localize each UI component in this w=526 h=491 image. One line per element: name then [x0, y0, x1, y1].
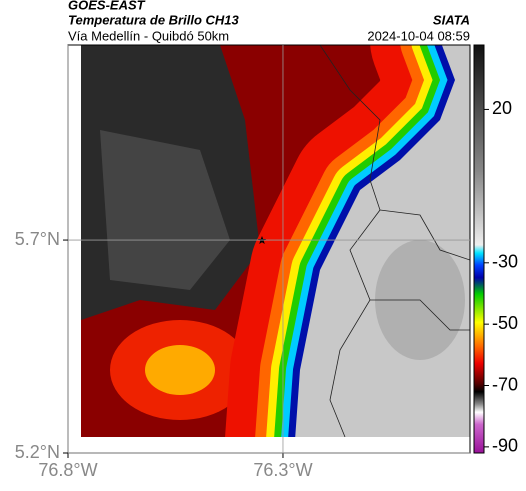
x-tick-label: 76.8°W [38, 460, 97, 480]
title: GOES-EAST [68, 0, 146, 12]
subtitle: Temperatura de Brillo CH13 [68, 12, 240, 27]
route: Vía Medellín - Quibdó 50km [68, 28, 229, 43]
source: SIATA [433, 12, 470, 27]
colorbar [473, 44, 485, 454]
y-tick-label: 5.2°N [15, 442, 60, 462]
y-tick-label: 5.7°N [15, 229, 60, 249]
colorbar-tick-label: -50 [492, 313, 518, 333]
satellite-image [81, 45, 470, 437]
colorbar-tick-label: -30 [492, 252, 518, 272]
colorbar-tick-label: -70 [492, 374, 518, 394]
colorbar-tick-label: 20 [492, 98, 512, 118]
colorbar-tick-label: -90 [492, 436, 518, 456]
x-tick-label: 76.3°W [253, 460, 312, 480]
timestamp: 2024-10-04 08:59 [367, 28, 470, 43]
